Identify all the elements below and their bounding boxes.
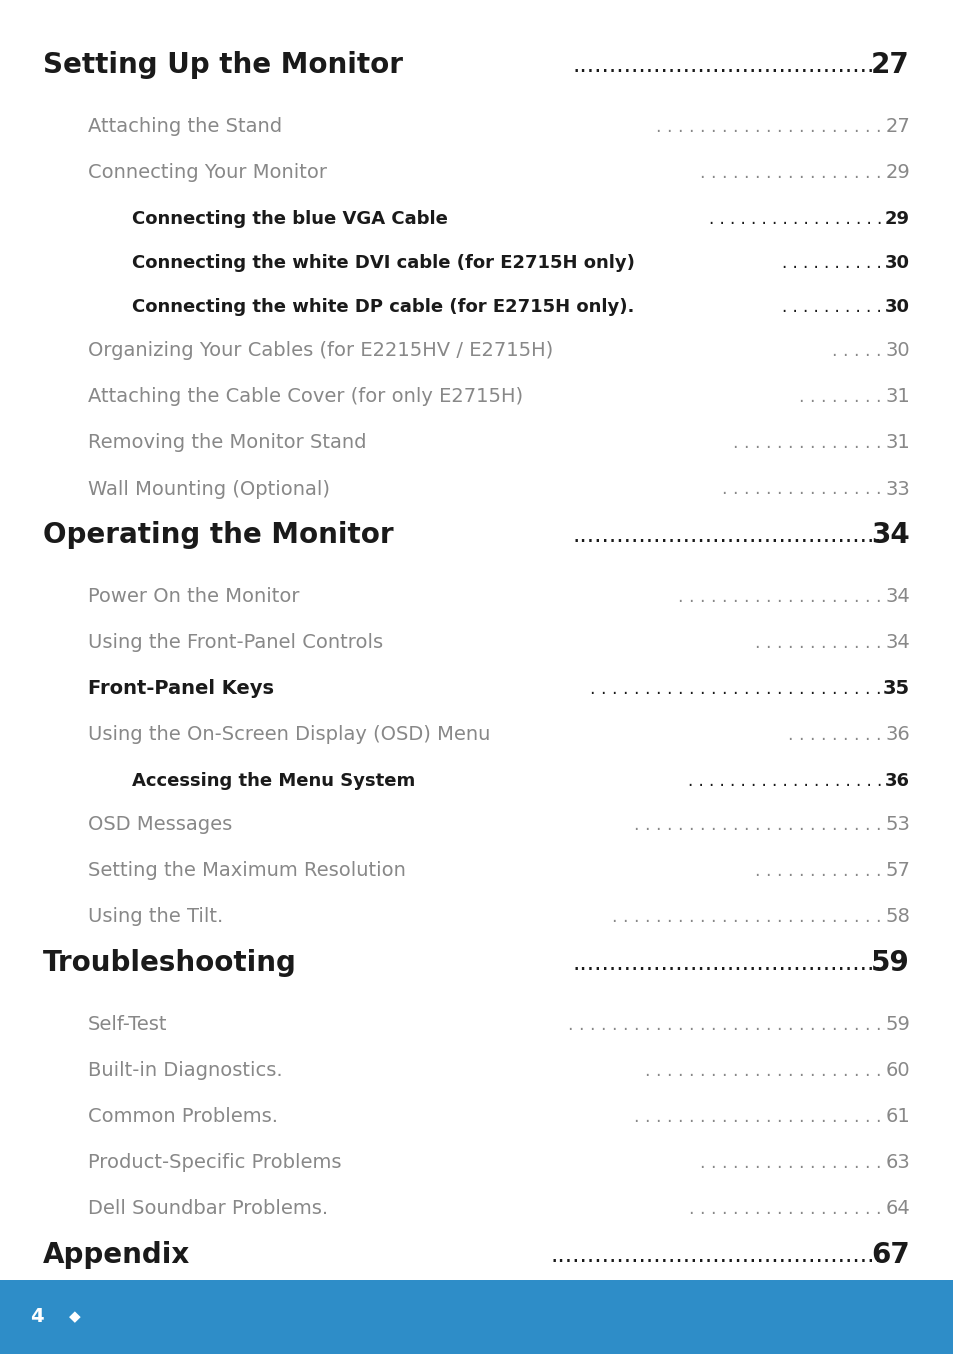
Text: Connecting the white DVI cable (for E2715H only): Connecting the white DVI cable (for E271… (132, 255, 634, 272)
Text: Product-Specific Problems: Product-Specific Problems (88, 1154, 341, 1173)
Text: . . . . .: . . . . . (832, 343, 882, 360)
Text: .............................................: ........................................… (550, 1243, 882, 1267)
Text: . . . . . . . . . . . . . . .: . . . . . . . . . . . . . . . (721, 481, 882, 498)
Text: . . . . . . . .: . . . . . . . . (799, 389, 882, 406)
Text: . . . . . . . . . . . .: . . . . . . . . . . . . (755, 634, 882, 653)
Text: . . . . . . . . . . . . . . . . . . . . . . .: . . . . . . . . . . . . . . . . . . . . … (634, 816, 882, 834)
Text: . . . . . . . . . . . . . . . . . .: . . . . . . . . . . . . . . . . . . (689, 1200, 882, 1219)
Text: Attaching the Stand: Attaching the Stand (88, 118, 282, 137)
Text: Connecting the blue VGA Cable: Connecting the blue VGA Cable (132, 210, 447, 227)
Text: 27: 27 (884, 118, 909, 137)
Text: 67: 67 (870, 1242, 909, 1269)
Text: 36: 36 (884, 726, 909, 745)
Text: 60: 60 (884, 1062, 909, 1080)
Text: 53: 53 (884, 815, 909, 834)
Text: OSD Messages: OSD Messages (88, 815, 232, 834)
Text: 57: 57 (884, 861, 909, 880)
Text: ..........................................: ........................................… (572, 523, 882, 547)
Text: . . . . . . . . . . . . . .: . . . . . . . . . . . . . . (733, 435, 882, 452)
Text: . . . . . . . . .: . . . . . . . . . (788, 726, 882, 743)
Text: 30: 30 (884, 255, 909, 272)
Text: Accessing the Menu System: Accessing the Menu System (132, 772, 415, 789)
Text: 63: 63 (884, 1154, 909, 1173)
Text: Troubleshooting: Troubleshooting (43, 949, 296, 978)
Text: 59: 59 (884, 1016, 909, 1034)
Text: ..........................................: ........................................… (572, 53, 882, 77)
Bar (0, 1280, 953, 1354)
Text: . . . . . . . . . .: . . . . . . . . . . (781, 298, 882, 315)
Text: Using the Tilt.: Using the Tilt. (88, 907, 223, 926)
Text: . . . . . . . . . .: . . . . . . . . . . (781, 255, 882, 272)
Text: 34: 34 (884, 588, 909, 607)
Text: ◆: ◆ (69, 1309, 80, 1324)
Text: . . . . . . . . . . . . . . . . . . . . .: . . . . . . . . . . . . . . . . . . . . … (656, 118, 882, 135)
Text: Setting Up the Monitor: Setting Up the Monitor (43, 51, 402, 79)
Text: . . . . . . . . . . . . . . . . . . . . . .: . . . . . . . . . . . . . . . . . . . . … (645, 1062, 882, 1080)
Text: Common Problems.: Common Problems. (88, 1108, 277, 1127)
Text: 64: 64 (884, 1200, 909, 1219)
Text: Organizing Your Cables (for E2215HV / E2715H): Organizing Your Cables (for E2215HV / E2… (88, 341, 553, 360)
Text: 30: 30 (884, 298, 909, 315)
Text: 34: 34 (870, 521, 909, 548)
Text: 34: 34 (884, 634, 909, 653)
Text: 31: 31 (884, 433, 909, 452)
Text: . . . . . . . . . . . . . . . . .: . . . . . . . . . . . . . . . . . (708, 210, 882, 227)
Text: Using the Front-Panel Controls: Using the Front-Panel Controls (88, 634, 383, 653)
Text: Connecting the white DP cable (for E2715H only).: Connecting the white DP cable (for E2715… (132, 298, 634, 315)
Text: . . . . . . . . . . . . . . . . .: . . . . . . . . . . . . . . . . . (700, 164, 882, 181)
Text: 33: 33 (884, 479, 909, 498)
Text: . . . . . . . . . . . . . . . . . . . . . . . . . . . . .: . . . . . . . . . . . . . . . . . . . . … (568, 1016, 882, 1034)
Text: Removing the Monitor Stand: Removing the Monitor Stand (88, 433, 366, 452)
Text: Attaching the Cable Cover (for only E2715H): Attaching the Cable Cover (for only E271… (88, 387, 522, 406)
Text: 35: 35 (882, 680, 909, 699)
Text: ..........................................: ........................................… (572, 951, 882, 975)
Text: Operating the Monitor: Operating the Monitor (43, 521, 394, 548)
Text: 27: 27 (870, 51, 909, 79)
Text: . . . . . . . . . . . . . . . . . . . . . . . . .: . . . . . . . . . . . . . . . . . . . . … (612, 909, 882, 926)
Text: . . . . . . . . . . . . . . . . . . . . . . .: . . . . . . . . . . . . . . . . . . . . … (634, 1108, 882, 1127)
Text: 29: 29 (884, 210, 909, 227)
Text: 36: 36 (884, 772, 909, 789)
Text: Built-in Diagnostics.: Built-in Diagnostics. (88, 1062, 282, 1080)
Text: Setting the Maximum Resolution: Setting the Maximum Resolution (88, 861, 405, 880)
Text: 30: 30 (884, 341, 909, 360)
Text: . . . . . . . . . . . . . . . . . . .: . . . . . . . . . . . . . . . . . . . (678, 588, 882, 607)
Text: Appendix: Appendix (43, 1242, 190, 1269)
Text: Dell Soundbar Problems.: Dell Soundbar Problems. (88, 1200, 328, 1219)
Text: . . . . . . . . . . . . . . . . . . .: . . . . . . . . . . . . . . . . . . . (687, 772, 882, 789)
Text: 61: 61 (884, 1108, 909, 1127)
Text: Front-Panel Keys: Front-Panel Keys (88, 680, 274, 699)
Text: Wall Mounting (Optional): Wall Mounting (Optional) (88, 479, 330, 498)
Text: . . . . . . . . . . . . . . . . . . . . . . . . . . .: . . . . . . . . . . . . . . . . . . . . … (590, 680, 882, 699)
Text: Using the On-Screen Display (OSD) Menu: Using the On-Screen Display (OSD) Menu (88, 726, 490, 745)
Text: . . . . . . . . . . . .: . . . . . . . . . . . . (755, 862, 882, 880)
Text: Connecting Your Monitor: Connecting Your Monitor (88, 164, 327, 183)
Text: 31: 31 (884, 387, 909, 406)
Text: 58: 58 (884, 907, 909, 926)
Text: . . . . . . . . . . . . . . . . .: . . . . . . . . . . . . . . . . . (700, 1154, 882, 1173)
Text: 59: 59 (870, 949, 909, 978)
Text: 4: 4 (30, 1308, 44, 1327)
Text: Power On the Monitor: Power On the Monitor (88, 588, 299, 607)
Text: Self-Test: Self-Test (88, 1016, 168, 1034)
Text: 29: 29 (884, 164, 909, 183)
